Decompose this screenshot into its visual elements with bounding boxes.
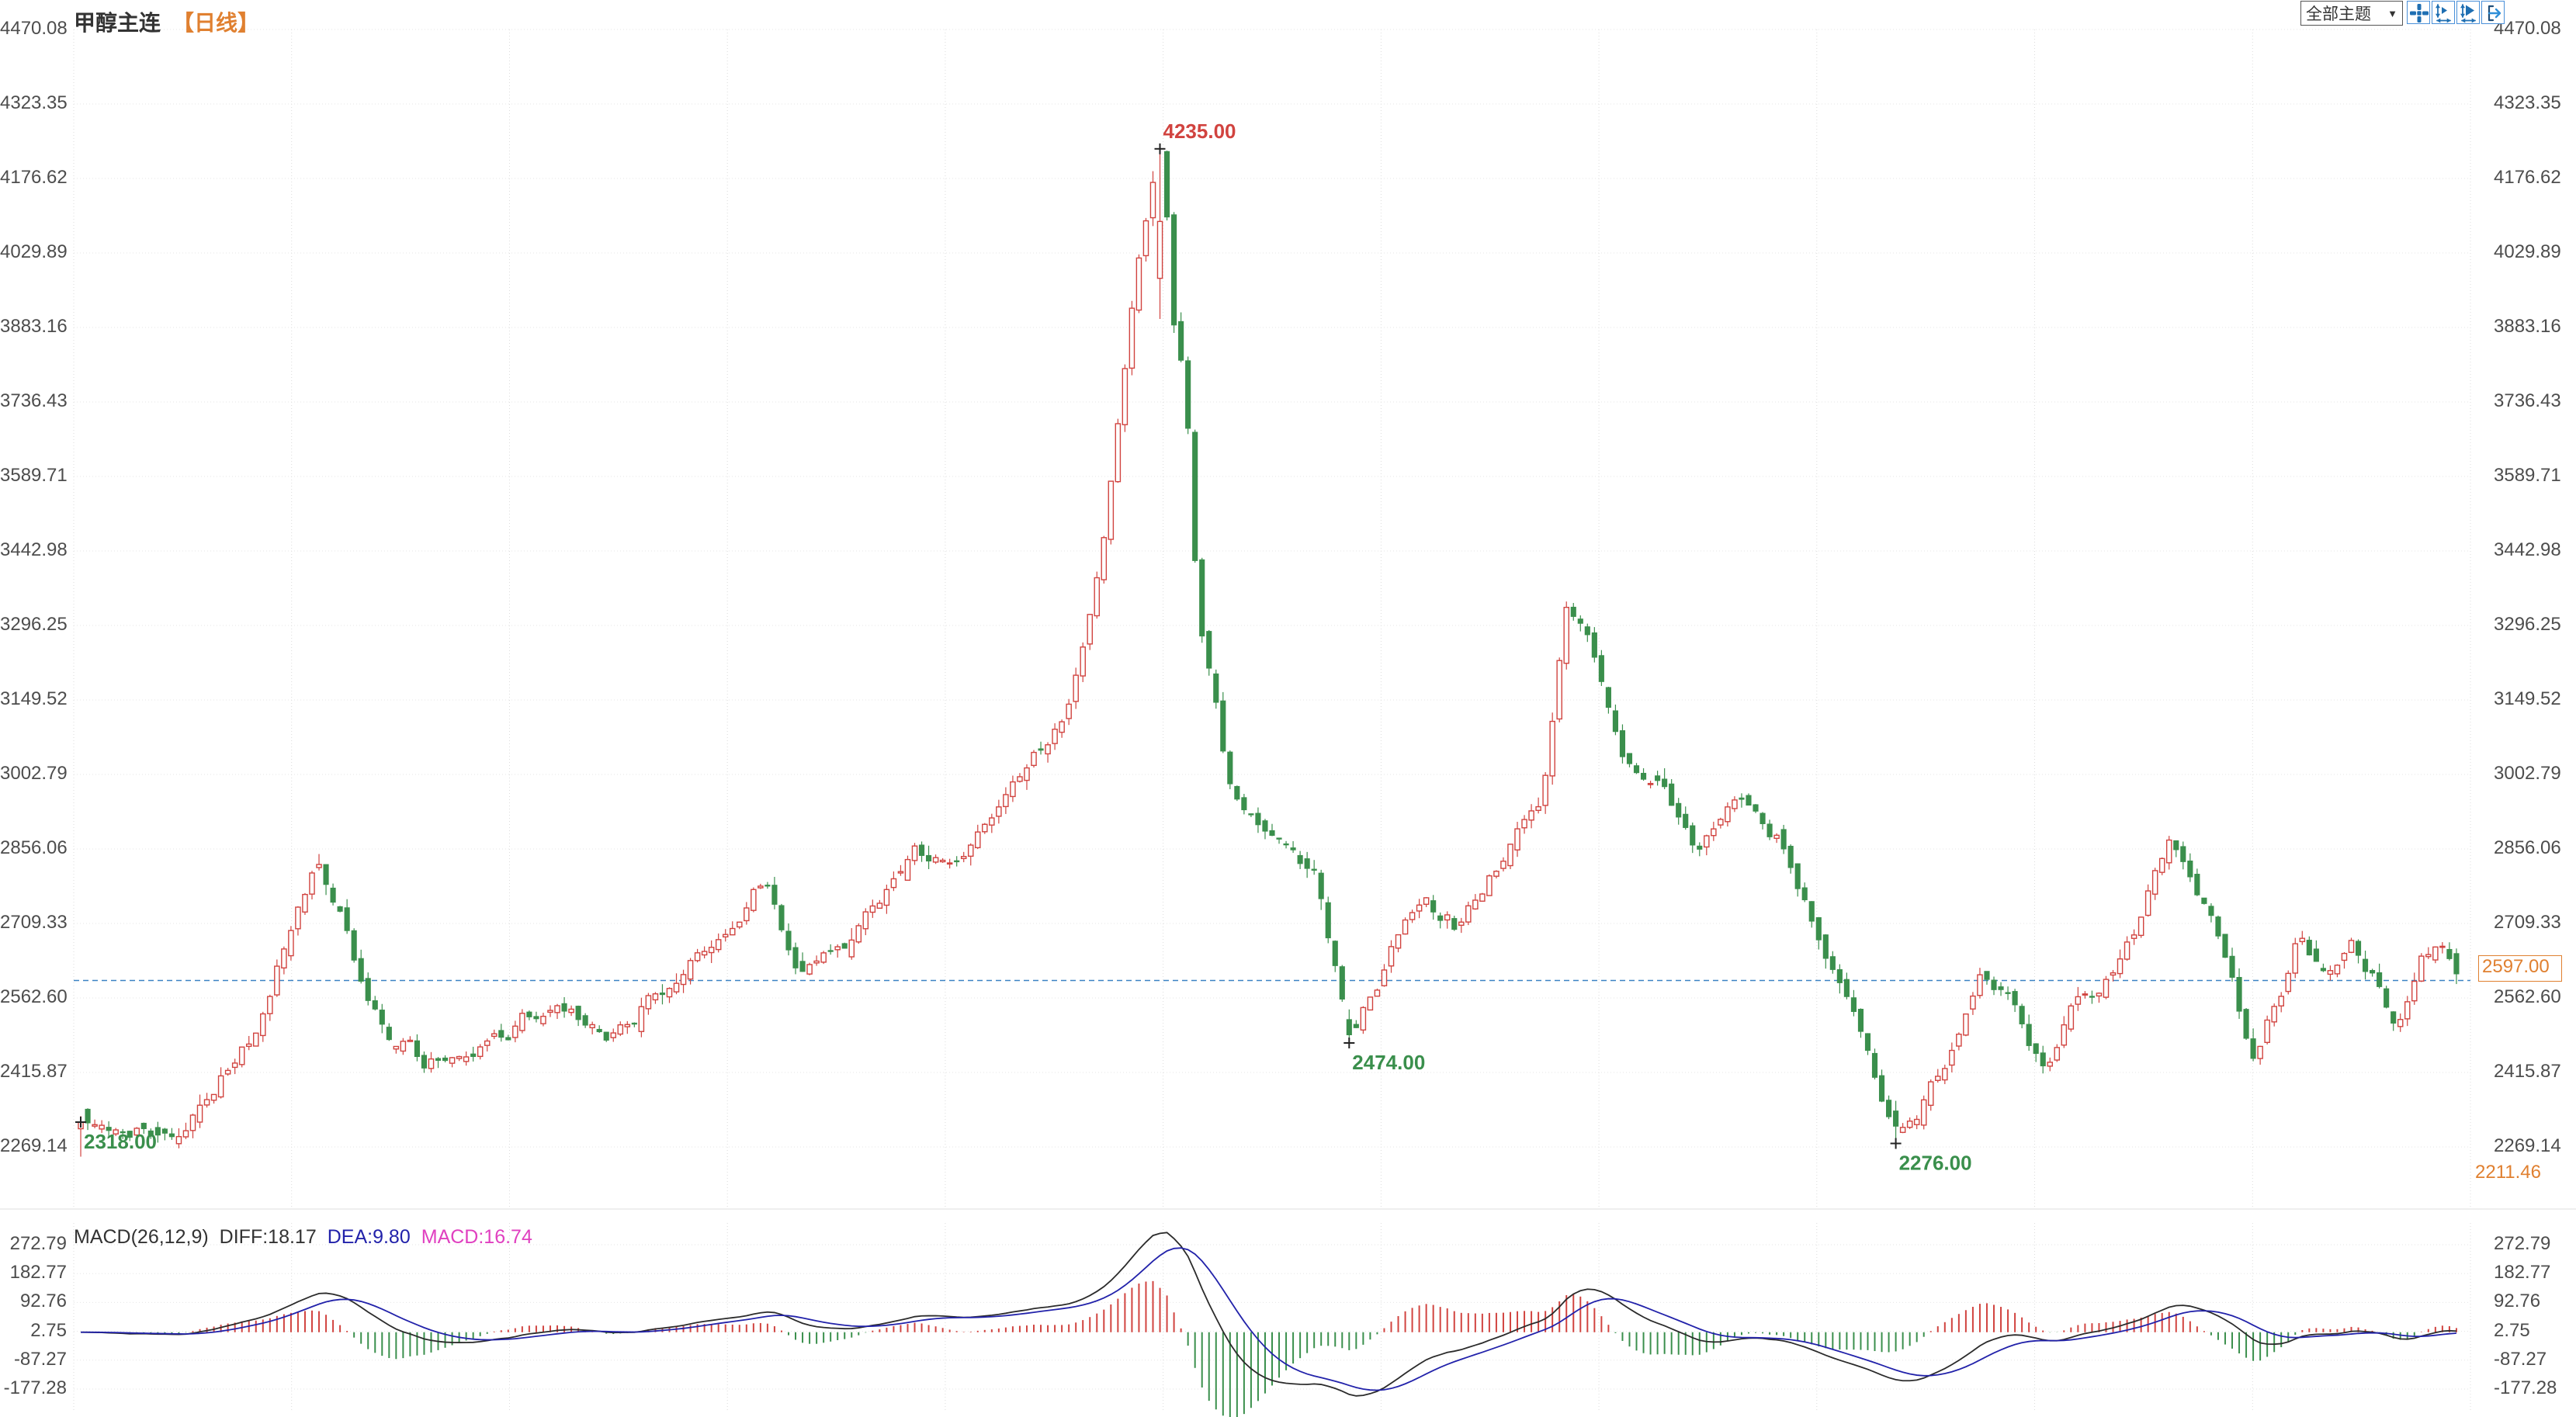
svg-text:4235.00: 4235.00	[1163, 120, 1236, 143]
svg-text:2318.00: 2318.00	[84, 1130, 157, 1153]
svg-text:2474.00: 2474.00	[1352, 1051, 1425, 1074]
svg-text:2276.00: 2276.00	[1899, 1152, 1972, 1175]
